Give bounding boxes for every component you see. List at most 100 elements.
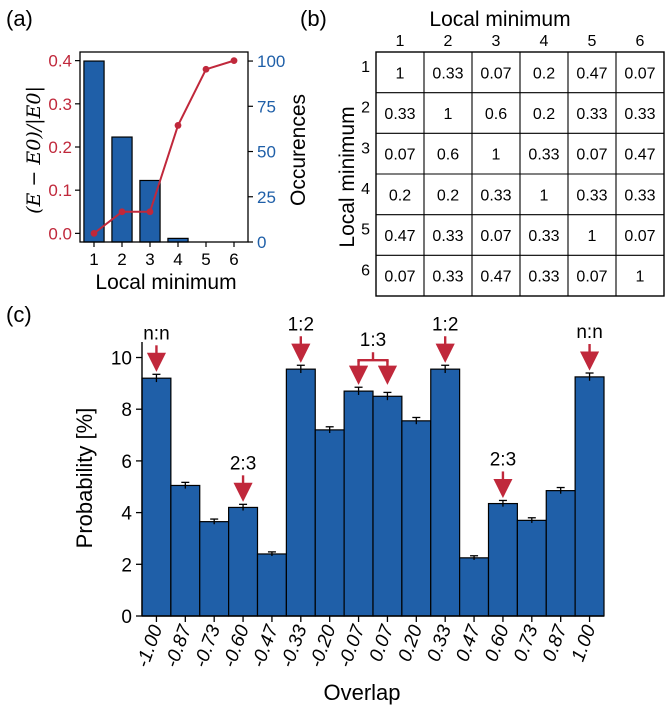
b-cell: 1 bbox=[492, 147, 501, 164]
c-bar--0.60 bbox=[228, 506, 259, 617]
c-annotation-label: 2:3 bbox=[230, 453, 256, 474]
a-ytick-right-label: 50 bbox=[257, 143, 276, 162]
a-energy-point-3 bbox=[146, 208, 154, 216]
a-bar-1 bbox=[83, 60, 105, 243]
c-bar-0.87 bbox=[545, 490, 576, 617]
a-xtick-label: 2 bbox=[117, 250, 126, 269]
b-cell: 0.33 bbox=[528, 147, 559, 164]
c-bar--0.20 bbox=[314, 429, 345, 617]
c-ytick-label: 4 bbox=[121, 504, 132, 525]
c-xtick-label: -0.07 bbox=[335, 621, 370, 670]
a-energy-point-6 bbox=[230, 57, 238, 65]
b-cell: 0.33 bbox=[624, 106, 655, 123]
b-cell: 0.07 bbox=[480, 65, 511, 82]
b-cell: 0.33 bbox=[528, 269, 559, 286]
c-xtick-label: 1.00 bbox=[568, 622, 601, 664]
b-cell: 1 bbox=[444, 106, 453, 123]
b-cell: 0.07 bbox=[576, 269, 607, 286]
a-energy-point-2 bbox=[118, 208, 126, 216]
b-col-header: 4 bbox=[540, 33, 549, 50]
c-bar--0.87 bbox=[170, 484, 201, 617]
b-row-header: 2 bbox=[361, 100, 370, 117]
c-xtick-label: 0.20 bbox=[395, 622, 428, 664]
c-ytick-label: 0 bbox=[121, 607, 132, 628]
c-annotation-label: n:n bbox=[143, 323, 169, 344]
a-axes-group: 0.0 0.1 0.2 0.3 0.4 0 25 50 75 100 1 2 3 4 5 6 bbox=[48, 51, 285, 269]
panel-label-b: (b) bbox=[300, 6, 327, 31]
a-energy-point-4 bbox=[174, 122, 182, 129]
b-cell: 0.07 bbox=[480, 228, 511, 245]
c-annotation-label: 1:2 bbox=[288, 314, 314, 335]
b-cell: 0.2 bbox=[437, 187, 459, 204]
panel-label-c: (c) bbox=[6, 302, 32, 327]
b-cell: 0.07 bbox=[576, 147, 607, 164]
c-bar-0.47 bbox=[459, 557, 490, 617]
b-cell: 0.47 bbox=[624, 147, 655, 164]
a-line-group bbox=[90, 57, 238, 237]
a-xtick-label: 5 bbox=[201, 250, 210, 269]
c-bars-group bbox=[141, 364, 605, 617]
b-cell: 0.33 bbox=[576, 187, 607, 204]
b-table-group: 1 2 3 4 5 6 1 2 3 4 5 6 1 0.33 0.07 0.2 0.47 0.07 0.33 1 0.6… bbox=[361, 33, 665, 297]
a-ytick-right-label: 75 bbox=[257, 97, 276, 116]
b-cell: 0.33 bbox=[432, 228, 463, 245]
a-xtick-label: 3 bbox=[145, 250, 154, 269]
b-cell: 0.33 bbox=[480, 187, 511, 204]
b-row-header: 3 bbox=[361, 140, 370, 157]
b-cell: 0.2 bbox=[389, 187, 411, 204]
b-cell: 0.07 bbox=[624, 65, 655, 82]
a-energy-point-5 bbox=[202, 65, 210, 73]
c-bar-0.20 bbox=[401, 420, 432, 617]
panel-a-chart: 0.0 0.1 0.2 0.3 0.4 0 25 50 75 100 1 2 3 4 5 6 Local mi… bbox=[23, 51, 310, 294]
b-cell: 1 bbox=[636, 269, 645, 286]
c-ylabel: Probability [%] bbox=[72, 408, 97, 549]
panel-c-chart: 0246810-1.00-0.87-0.73-0.60-0.47-0.33-0.… bbox=[72, 314, 605, 705]
a-ylabel-right: Occurences bbox=[287, 94, 310, 206]
c-ytick-label: 8 bbox=[121, 400, 132, 421]
c-annotation-bracket bbox=[357, 359, 389, 363]
b-cell: 0.47 bbox=[576, 65, 607, 82]
c-ytick-label: 2 bbox=[121, 555, 132, 576]
b-cell: 0.6 bbox=[437, 147, 459, 164]
a-ytick-right-label: 100 bbox=[257, 52, 285, 71]
b-cell: 0.2 bbox=[533, 65, 555, 82]
a-frame bbox=[79, 51, 249, 243]
c-ytick-label: 10 bbox=[111, 349, 132, 370]
b-row-header: 6 bbox=[361, 262, 370, 279]
c-bar--0.73 bbox=[199, 521, 230, 617]
a-ytick-left-label: 0.3 bbox=[48, 95, 72, 114]
panel-label-a: (a) bbox=[6, 6, 33, 31]
panel-b-table: Local minimum Local minimum 1 2 3 4 5 6 1 2 3 4 5 6… bbox=[336, 8, 665, 297]
a-ytick-left-label: 0.1 bbox=[48, 181, 72, 200]
b-row-header: 5 bbox=[361, 222, 370, 239]
c-bar-0.60 bbox=[487, 502, 518, 617]
b-cell: 1 bbox=[540, 187, 549, 204]
c-xtick-label: 0.33 bbox=[424, 622, 457, 664]
b-ylabel: Local minimum bbox=[336, 106, 359, 247]
c-annotation-label: n:n bbox=[576, 322, 602, 343]
a-ytick-left-label: 0.0 bbox=[48, 224, 72, 243]
c-bar-0.07 bbox=[372, 395, 403, 617]
c-xtick-label: 0.73 bbox=[510, 622, 543, 664]
a-ytick-right-label: 25 bbox=[257, 188, 276, 207]
a-energy-point-1 bbox=[90, 229, 98, 237]
b-cell: 0.07 bbox=[384, 269, 415, 286]
a-ylabel-left: (E − E0)/|E0| bbox=[23, 86, 45, 214]
a-ytick-right-label: 0 bbox=[257, 233, 266, 252]
a-bars-group bbox=[83, 60, 189, 243]
c-annotation-label: 1:2 bbox=[432, 314, 458, 335]
c-annotation-label: 2:3 bbox=[490, 449, 516, 470]
c-ytick-label: 6 bbox=[121, 452, 132, 473]
b-cell: 0.47 bbox=[480, 269, 511, 286]
b-title: Local minimum bbox=[429, 8, 570, 31]
b-col-header: 2 bbox=[444, 33, 453, 50]
c-bar--0.47 bbox=[256, 553, 287, 617]
b-cell: 0.07 bbox=[384, 147, 415, 164]
b-cell: 0.33 bbox=[528, 228, 559, 245]
a-ytick-left-label: 0.4 bbox=[48, 52, 72, 71]
c-bar-0.73 bbox=[516, 519, 547, 617]
c-bar-1.00 bbox=[574, 376, 605, 617]
a-xtick-label: 4 bbox=[173, 250, 182, 269]
b-cell: 0.47 bbox=[384, 228, 415, 245]
